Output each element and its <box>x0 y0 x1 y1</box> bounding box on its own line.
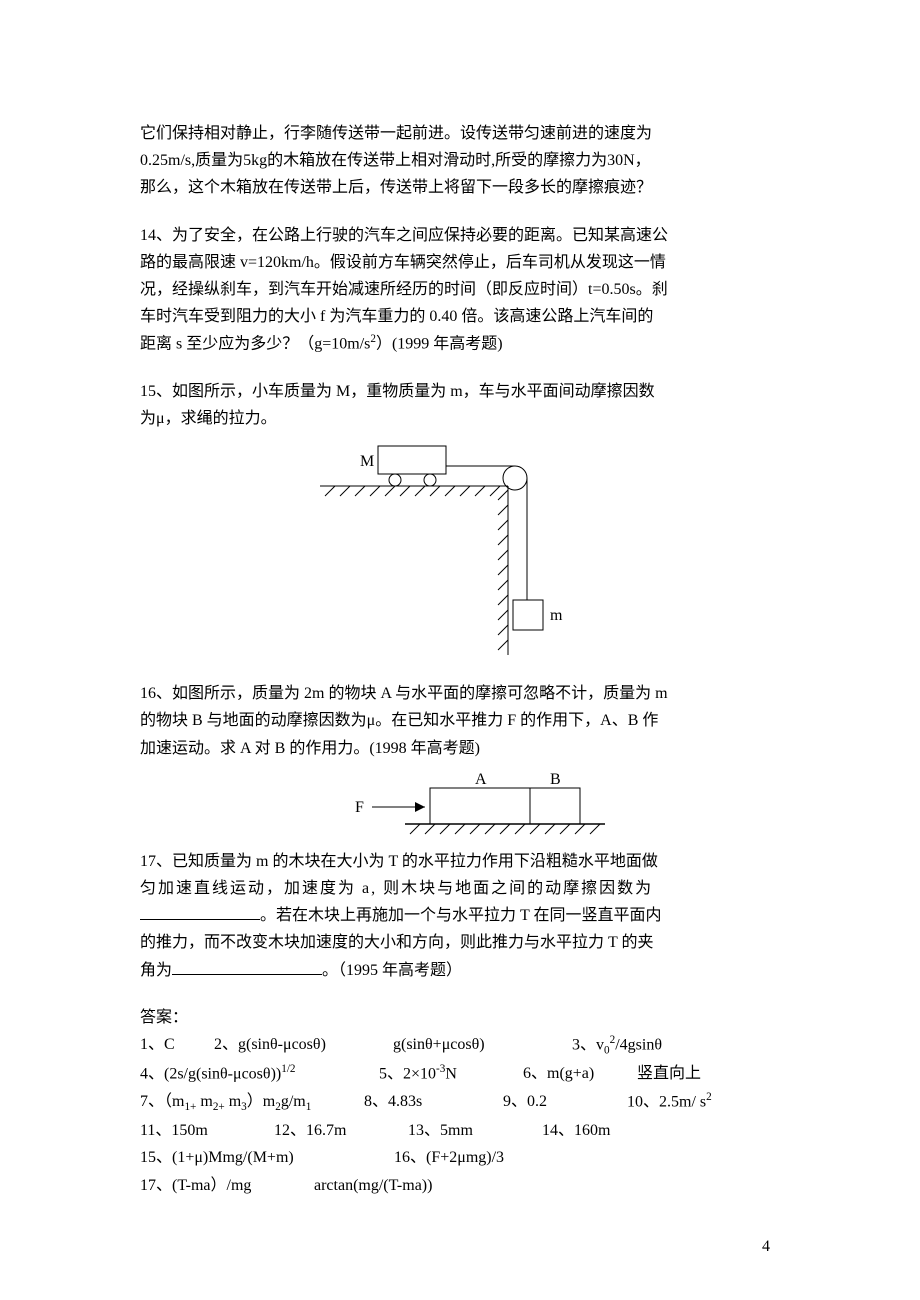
label-F: F <box>355 799 364 816</box>
q14-line5a: 距离 s 至少应为多少？（g=10m/s <box>140 336 370 353</box>
wall-hatching <box>498 490 508 650</box>
fill-blank-1 <box>140 904 260 920</box>
q17-line3a: 。若在木块上再施加一个与水平拉力 T 在同一竖直平面内 <box>260 907 662 924</box>
answer-row-6: 17、(T-ma）/mg arctan(mg/(T-ma)) <box>140 1172 780 1199</box>
ans-15: 15、(1+μ)Mmg/(M+m) <box>140 1144 390 1171</box>
answer-row-1: 1、C 2、g(sinθ-μcosθ) g(sinθ+μcosθ) 3、v02/… <box>140 1031 780 1061</box>
ans-17b: arctan(mg/(T-ma)) <box>314 1172 432 1199</box>
answers-title: 答案： <box>140 1004 780 1031</box>
ans-9: 9、0.2 <box>503 1088 623 1117</box>
ans-6a: 6、m(g+a) <box>523 1060 633 1088</box>
label-A: A <box>475 771 487 788</box>
ans-3: 3、v02/4gsinθ <box>572 1031 662 1061</box>
diagram-q16: F A B <box>300 770 650 840</box>
block-B <box>530 788 580 824</box>
q17-line5-pre: 角为 <box>140 962 172 979</box>
force-arrow-head <box>415 802 425 812</box>
ans-2b: g(sinθ+μcosθ) <box>393 1031 568 1061</box>
ans4-pre: 4、(2s/g(sinθ-μcosθ)) <box>140 1066 281 1083</box>
q14-line5b: ）(1999 年高考题) <box>376 336 503 353</box>
ans-4: 4、(2s/g(sinθ-μcosθ))1/2 <box>140 1060 375 1088</box>
a7m1: m <box>196 1093 212 1110</box>
block-A <box>430 788 530 824</box>
a7m3: ）m <box>247 1093 275 1110</box>
ans-5: 5、2×10-3N <box>379 1060 519 1088</box>
question-13-continuation: 它们保持相对静止，行李随传送带一起前进。设传送带匀速前进的速度为 0.25m/s… <box>140 120 780 202</box>
a7p: 7、（m <box>140 1093 184 1110</box>
label-M: M <box>360 453 374 470</box>
ground-hatching <box>410 824 600 834</box>
cart-box <box>378 446 446 474</box>
q14-line5: 距离 s 至少应为多少？（g=10m/s2）(1999 年高考题) <box>140 330 780 358</box>
a7post: g/m <box>281 1093 306 1110</box>
sup-2b: 2 <box>706 1091 712 1103</box>
sup-neg3: -3 <box>436 1063 445 1075</box>
q16-line2: 的物块 B 与地面的动摩擦因数为μ。在已知水平推力 F 的作用下，A、B 作 <box>140 707 780 734</box>
q14-line3: 况，经操纵刹车，到汽车开始减速所经历的时间（即反应时间）t=0.50s。刹 <box>140 276 780 303</box>
question-15: 15、如图所示，小车质量为 M，重物质量为 m，车与水平面间动摩擦因数 为μ，求… <box>140 378 780 660</box>
q17-line1: 17、已知质量为 m 的木块在大小为 T 的水平拉力作用下沿粗糙水平地面做 <box>140 848 780 875</box>
ans-6b: 竖直向上 <box>637 1060 701 1088</box>
sub-2p: 2+ <box>213 1101 225 1113</box>
ans-17a: 17、(T-ma）/mg <box>140 1172 310 1199</box>
ans3-pre: 3、v <box>572 1036 604 1053</box>
mass-box <box>513 600 543 630</box>
q17-line5: 角为 。（1995 年高考题） <box>140 957 780 984</box>
q16-line1: 16、如图所示，质量为 2m 的物块 A 与水平面的摩擦可忽略不计，质量为 m <box>140 680 780 707</box>
label-B: B <box>550 771 561 788</box>
q13-line1: 它们保持相对静止，行李随传送带一起前进。设传送带匀速前进的速度为 <box>140 120 780 147</box>
label-m: m <box>550 607 563 624</box>
a7m2: m <box>225 1093 241 1110</box>
ans-14: 14、160m <box>542 1117 610 1144</box>
ans-10: 10、2.5m/ s2 <box>627 1088 712 1117</box>
answer-row-2: 4、(2s/g(sinθ-μcosθ))1/2 5、2×10-3N 6、m(g+… <box>140 1060 780 1088</box>
q17-line4: 的推力，而不改变木块加速度的大小和方向，则此推力与水平拉力 T 的夹 <box>140 929 780 956</box>
q17-line5-post: 。（1995 年高考题） <box>322 962 462 979</box>
answer-row-3: 7、（m1+ m2+ m3）m2g/m1 8、4.83s 9、0.2 10、2.… <box>140 1088 780 1117</box>
ans5-post: N <box>445 1066 457 1083</box>
ans-8: 8、4.83s <box>364 1088 499 1117</box>
a10pre: 10、2.5m/ s <box>627 1093 706 1110</box>
ans-12: 12、16.7m <box>274 1117 404 1144</box>
q16-line3: 加速运动。求 A 对 B 的作用力。(1998 年高考题) <box>140 735 780 762</box>
ans-16: 16、(F+2μmg)/3 <box>394 1144 504 1171</box>
pulley <box>503 466 527 490</box>
ans-2a: 2、g(sinθ-μcosθ) <box>214 1031 389 1061</box>
ans-13: 13、5mm <box>408 1117 538 1144</box>
table-hatching <box>325 486 500 496</box>
q14-line2: 路的最高限速 v=120km/h。假设前方车辆突然停止，后车司机从发现这一情 <box>140 249 780 276</box>
q17-line2: 匀加速直线运动，加速度为 a, 则木块与地面之间的动摩擦因数为 <box>140 875 780 902</box>
ans-1: 1、C <box>140 1031 210 1061</box>
wheel-right <box>424 474 436 486</box>
answer-row-5: 15、(1+μ)Mmg/(M+m) 16、(F+2μmg)/3 <box>140 1144 780 1171</box>
question-17: 17、已知质量为 m 的木块在大小为 T 的水平拉力作用下沿粗糙水平地面做 匀加… <box>140 848 780 984</box>
wheel-left <box>389 474 401 486</box>
q15-line2: 为μ，求绳的拉力。 <box>140 405 780 432</box>
sub-0: 0 <box>604 1044 610 1056</box>
q14-line4: 车时汽车受到阻力的大小 f 为汽车重力的 0.40 倍。该高速公路上汽车间的 <box>140 303 780 330</box>
page-number: 4 <box>762 1233 770 1260</box>
question-14: 14、为了安全，在公路上行驶的汽车之间应保持必要的距离。已知某高速公 路的最高限… <box>140 222 780 358</box>
ans-11: 11、150m <box>140 1117 270 1144</box>
q17-line3: 。若在木块上再施加一个与水平拉力 T 在同一竖直平面内 <box>140 902 780 929</box>
sub-1: 1 <box>306 1101 312 1113</box>
q14-line1: 14、为了安全，在公路上行驶的汽车之间应保持必要的距离。已知某高速公 <box>140 222 780 249</box>
q13-line3: 那么，这个木箱放在传送带上后，传送带上将留下一段多长的摩擦痕迹？ <box>140 174 780 201</box>
ans-7: 7、（m1+ m2+ m3）m2g/m1 <box>140 1088 360 1117</box>
q17-line2-text: 匀加速直线运动，加速度为 a, 则木块与地面之间的动摩擦因数为 <box>140 880 653 897</box>
sub-1p: 1+ <box>184 1101 196 1113</box>
ans3-post: /4gsinθ <box>615 1036 662 1053</box>
fill-blank-2 <box>172 959 322 975</box>
ans5-pre: 5、2×10 <box>379 1066 436 1083</box>
answer-row-4: 11、150m 12、16.7m 13、5mm 14、160m <box>140 1117 780 1144</box>
q15-line1: 15、如图所示，小车质量为 M，重物质量为 m，车与水平面间动摩擦因数 <box>140 378 780 405</box>
question-16: 16、如图所示，质量为 2m 的物块 A 与水平面的摩擦可忽略不计，质量为 m … <box>140 680 780 840</box>
sup-half: 1/2 <box>281 1063 295 1075</box>
q13-line2: 0.25m/s,质量为5kg的木箱放在传送带上相对滑动时,所受的摩擦力为30N， <box>140 147 780 174</box>
diagram-q15: M <box>320 440 600 660</box>
